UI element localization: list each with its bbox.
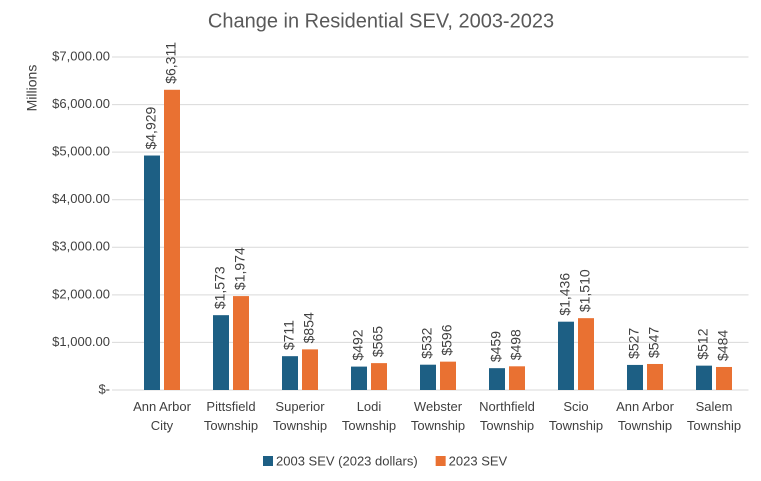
data-label: $596 bbox=[439, 324, 455, 355]
x-tick-label: Ann Arbor City bbox=[133, 399, 191, 433]
x-tick-label: Webster Township bbox=[411, 399, 465, 433]
bar bbox=[558, 321, 574, 390]
data-label: $1,573 bbox=[212, 266, 228, 309]
y-tick-label: $7,000.00 bbox=[52, 48, 110, 63]
x-tick-label: Pittsfield Township bbox=[204, 399, 258, 433]
data-label: $1,436 bbox=[557, 273, 573, 316]
bar bbox=[440, 361, 456, 390]
data-label: $1,974 bbox=[232, 247, 248, 290]
data-label: $4,929 bbox=[143, 106, 159, 149]
bar bbox=[164, 89, 180, 391]
data-label: $512 bbox=[695, 328, 711, 359]
y-axis-label: Millions bbox=[24, 65, 40, 112]
bar bbox=[509, 366, 525, 390]
data-label: $532 bbox=[419, 327, 435, 358]
data-label: $459 bbox=[488, 331, 504, 362]
bar bbox=[696, 365, 712, 390]
x-tick-label: Salem Township bbox=[687, 399, 741, 433]
bar bbox=[647, 363, 663, 390]
data-label: $492 bbox=[350, 329, 366, 360]
legend-label: 2003 SEV (2023 dollars) bbox=[276, 453, 418, 468]
data-label: $1,510 bbox=[577, 269, 593, 312]
legend-swatch bbox=[435, 456, 446, 466]
data-label: $527 bbox=[626, 328, 642, 359]
y-tick-label: $5,000.00 bbox=[52, 144, 110, 159]
data-label: $498 bbox=[508, 329, 524, 360]
data-label: $565 bbox=[370, 326, 386, 357]
y-tick-label: $1,000.00 bbox=[52, 334, 110, 349]
bar bbox=[420, 364, 436, 390]
data-label: $711 bbox=[281, 320, 297, 350]
data-label: $547 bbox=[646, 327, 662, 358]
y-tick-label: $3,000.00 bbox=[52, 239, 110, 254]
data-label: $854 bbox=[301, 312, 317, 343]
x-tick-label: Scio Township bbox=[549, 399, 603, 433]
legend-label: 2023 SEV bbox=[449, 453, 508, 468]
y-tick-label: $4,000.00 bbox=[52, 191, 110, 206]
x-tick-label: Ann Arbor Township bbox=[616, 399, 674, 433]
legend-swatch bbox=[263, 456, 273, 466]
bar bbox=[213, 315, 229, 390]
x-tick-label: Superior Township bbox=[273, 399, 327, 433]
bar bbox=[627, 364, 643, 390]
bar bbox=[302, 349, 318, 390]
bar bbox=[233, 296, 249, 390]
bar bbox=[144, 155, 160, 390]
x-tick-label: Lodi Township bbox=[342, 399, 396, 433]
bar bbox=[716, 366, 732, 390]
data-label: $6,311 bbox=[163, 42, 179, 84]
x-tick-label: Northfield Township bbox=[479, 399, 535, 433]
bar bbox=[351, 366, 367, 390]
y-tick-label: $- bbox=[98, 381, 110, 396]
bar bbox=[371, 363, 387, 390]
bar bbox=[282, 356, 298, 390]
chart-title: Change in Residential SEV, 2003-2023 bbox=[208, 10, 554, 32]
bar bbox=[489, 368, 505, 390]
data-label: $484 bbox=[715, 330, 731, 361]
y-tick-label: $2,000.00 bbox=[52, 286, 110, 301]
y-tick-label: $6,000.00 bbox=[52, 96, 110, 111]
bar bbox=[578, 318, 594, 390]
